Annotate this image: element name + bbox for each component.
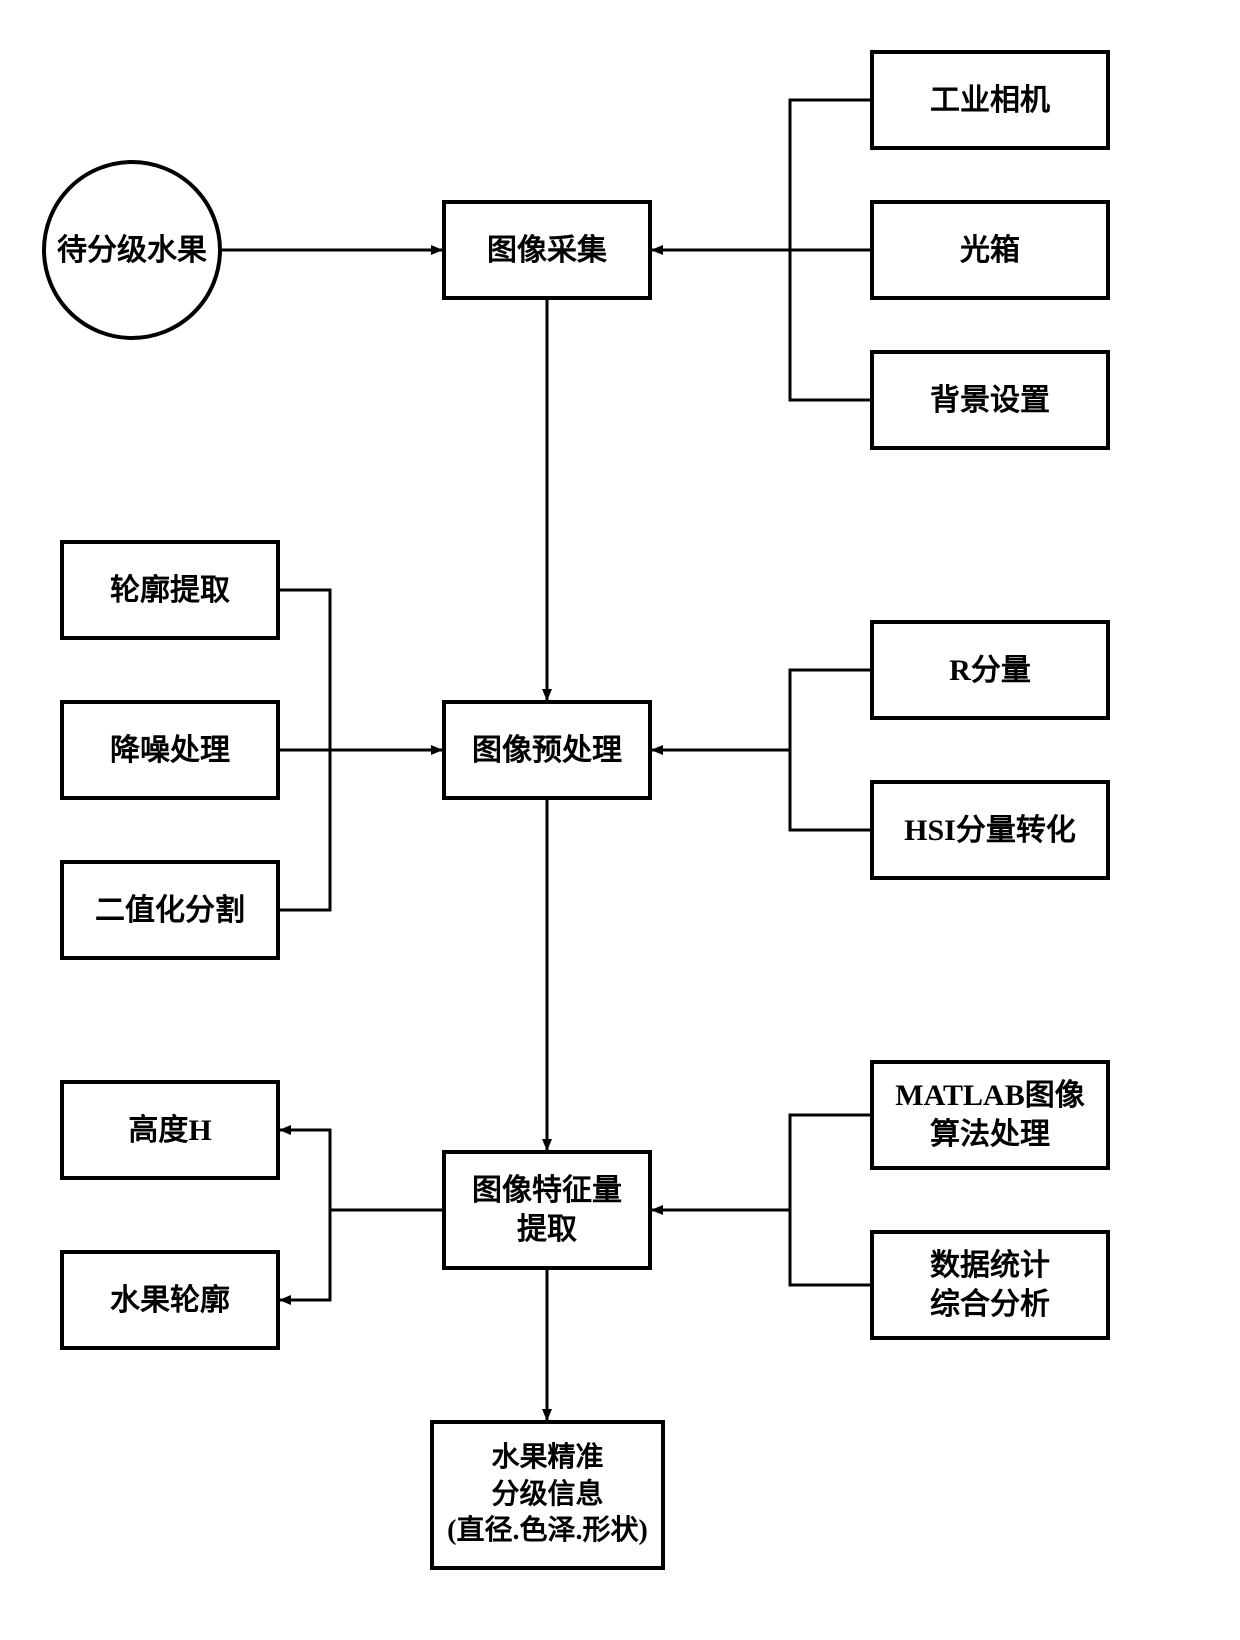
node-denoise: 降噪处理 [60,700,280,800]
edge-cam-busR1 [790,100,870,400]
edge-matlab-busR3 [790,1115,870,1285]
node-cam: 工业相机 [870,50,1110,150]
edge-binarize-busL1 [280,590,330,910]
node-contour: 轮廓提取 [60,540,280,640]
node-rcomp: R分量 [870,620,1110,720]
node-heightH: 高度H [60,1080,280,1180]
node-feature: 图像特征量提取 [442,1150,652,1270]
node-stats: 数据统计综合分析 [870,1230,1110,1340]
node-acquire: 图像采集 [442,200,652,300]
node-binarize: 二值化分割 [60,860,280,960]
flowchart-canvas: 待分级水果 图像采集 工业相机光箱背景设置轮廓提取降噪处理二值化分割 图像预处理 R分量… [0,0,1240,1640]
edge-contour-busL1 [280,590,330,910]
node-preprocess: 图像预处理 [442,700,652,800]
node-start: 待分级水果 [42,160,222,340]
node-bg: 背景设置 [870,350,1110,450]
edge-hsi-busR2 [790,670,870,830]
node-result: 水果精准分级信息(直径.色泽.形状) [430,1420,665,1570]
edge-stats-busR3 [790,1115,870,1285]
edge-rcomp-busR2 [790,670,870,830]
node-fruitcontour: 水果轮廓 [60,1250,280,1350]
node-lightbox: 光箱 [870,200,1110,300]
node-hsi: HSI分量转化 [870,780,1110,880]
node-matlab: MATLAB图像算法处理 [870,1060,1110,1170]
edge-busL2-fruitcontour [280,1210,330,1300]
edge-bg-busR1 [790,100,870,400]
edge-busL2-heightH [280,1130,330,1210]
